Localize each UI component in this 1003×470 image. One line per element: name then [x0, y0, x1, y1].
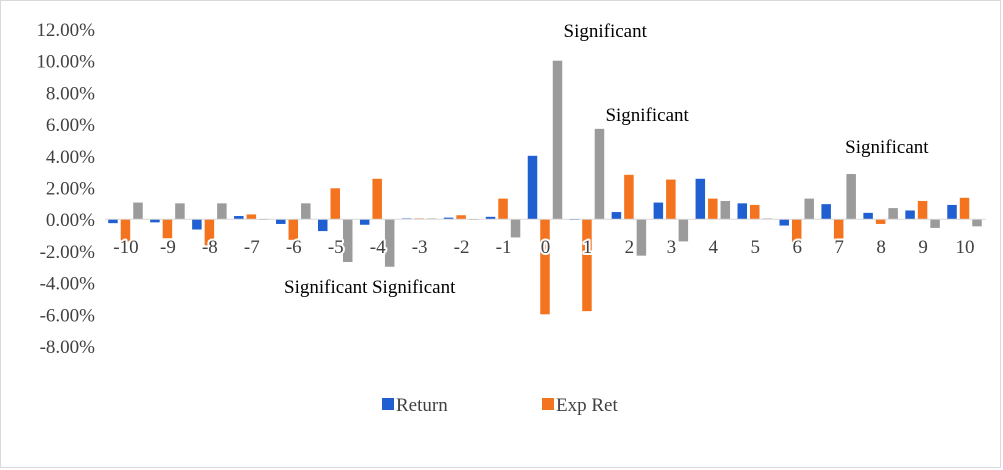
bar-exp-ret [833, 219, 844, 243]
bar-exp-ret [288, 219, 299, 240]
bar-return [443, 217, 454, 220]
x-tick-label: -9 [160, 237, 176, 258]
bar-exp-ret [540, 219, 550, 315]
significant-annotation: Significant [284, 277, 368, 298]
bar-return [905, 210, 915, 220]
bar-series-3 [888, 208, 898, 220]
significant-annotation: Significant [564, 21, 648, 42]
x-tick-label: 6 [792, 237, 802, 258]
bar-series-3 [930, 219, 940, 228]
bar-return [276, 219, 286, 224]
bar-return [108, 219, 118, 224]
y-tick-label: 8.00% [46, 83, 95, 104]
bar-exp-ret [372, 178, 382, 220]
bar-series-3 [720, 200, 731, 220]
bar-exp-ret [582, 219, 592, 312]
bar-series-3 [972, 219, 982, 227]
bar-exp-ret [917, 200, 928, 220]
bar-series-3 [636, 219, 647, 256]
x-tick-label: -4 [370, 237, 386, 258]
x-tick-label: 2 [625, 237, 635, 258]
significant-annotation: Significant [372, 277, 456, 298]
bar-series-3 [804, 198, 814, 220]
bar-exp-ret [750, 204, 760, 220]
bar-return [359, 219, 370, 225]
bar-return [527, 155, 538, 220]
x-tick-label: -6 [286, 237, 302, 258]
bar-return [653, 202, 664, 220]
x-tick-label: -8 [202, 237, 218, 258]
bar-return [863, 212, 873, 220]
bar-return [150, 219, 160, 223]
y-tick-label: 4.00% [46, 147, 95, 168]
bar-exp-ret [959, 197, 970, 220]
bar-series-3 [594, 128, 605, 220]
bar-exp-ret [708, 198, 718, 220]
bar-exp-ret [204, 219, 215, 246]
y-tick-label: 6.00% [46, 115, 95, 136]
x-tick-label: 8 [876, 237, 886, 258]
x-tick-label: -1 [496, 237, 512, 258]
significant-annotation: Significant [845, 137, 929, 158]
y-tick-label: -8.00% [40, 337, 96, 358]
y-tick-label: 2.00% [46, 179, 95, 200]
y-tick-label: -6.00% [40, 305, 96, 326]
bar-return [317, 219, 328, 232]
y-tick-label: -4.00% [40, 274, 96, 295]
bar-return [695, 178, 706, 220]
bar-return [192, 219, 202, 230]
x-tick-label: 10 [956, 237, 975, 258]
x-tick-label: 7 [834, 237, 844, 258]
x-tick-label: 5 [751, 237, 761, 258]
bar-exp-ret [875, 219, 886, 224]
bar-series-3 [384, 219, 395, 267]
y-tick-label: 0.00% [46, 210, 95, 231]
bar-series-3 [342, 219, 353, 262]
x-tick-label: 9 [918, 237, 928, 258]
bar-series-3 [846, 174, 856, 220]
y-tick-label: 10.00% [36, 52, 95, 73]
bar-return [611, 212, 622, 220]
bar-series-3 [301, 203, 311, 220]
legend-swatch [382, 398, 394, 410]
bar-exp-ret [246, 214, 257, 220]
bar-series-3 [552, 60, 563, 220]
bar-return [821, 204, 831, 220]
x-tick-label: -5 [328, 237, 344, 258]
bar-series-3 [217, 203, 227, 220]
bar-return [737, 203, 748, 220]
x-tick-label: -10 [113, 237, 138, 258]
x-tick-label: 3 [667, 237, 677, 258]
x-tick-label: 1 [583, 237, 593, 258]
bar-return [947, 204, 957, 220]
legend-label: Exp Ret [556, 395, 618, 416]
x-tick-label: -7 [244, 237, 260, 258]
legend-swatch [542, 398, 554, 410]
legend-label: Return [396, 395, 448, 416]
bar-series-3 [133, 202, 143, 220]
bar-return [779, 219, 789, 226]
x-tick-label: 0 [541, 237, 551, 258]
significant-annotation: Significant [605, 105, 689, 126]
bar-exp-ret [120, 219, 131, 242]
bar-series-3 [678, 219, 689, 242]
y-tick-label: -2.00% [40, 242, 96, 263]
bar-exp-ret [330, 188, 340, 220]
bar-return [485, 216, 496, 220]
y-tick-label: 12.00% [36, 20, 95, 41]
x-tick-label: -3 [412, 237, 428, 258]
x-tick-label: -2 [454, 237, 470, 258]
bar-exp-ret [498, 198, 508, 220]
x-tick-label: 4 [709, 237, 719, 258]
bar-exp-ret [456, 215, 466, 220]
bar-exp-ret [162, 219, 173, 239]
bar-exp-ret [666, 179, 676, 220]
bar-return [234, 216, 244, 220]
bar-exp-ret [791, 219, 802, 247]
bar-exp-ret [624, 174, 634, 220]
bar-series-3 [510, 219, 521, 238]
bar-series-3 [175, 203, 185, 220]
